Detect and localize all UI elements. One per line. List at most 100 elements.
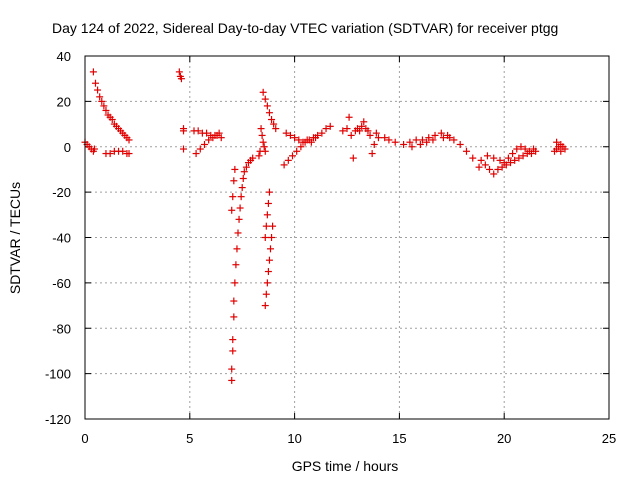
data-point [513,145,521,153]
data-point [203,129,211,137]
data-point [263,279,271,287]
data-point [230,313,238,321]
data-point [500,159,508,167]
data-point [180,127,188,135]
data-point [259,88,267,96]
data-point [255,152,263,160]
data-point [192,150,200,158]
data-point [312,134,320,142]
data-point [205,136,213,144]
data-point [240,168,248,176]
data-point [263,102,271,110]
data-point [196,145,204,153]
data-point [257,125,265,133]
data-point [391,138,399,146]
data-point [229,336,237,344]
data-point [280,161,288,169]
data-point [217,134,225,142]
data-point [439,134,447,142]
y-tick-labels: 40 20 0 -20 -40 -60 -80 -100 -120 [45,49,71,427]
data-point [557,147,565,155]
data-point [462,147,470,155]
data-point [261,302,269,310]
data-point [238,184,246,192]
data-point [269,222,277,230]
data-point [494,165,502,173]
data-point [483,152,491,160]
data-point [194,127,202,135]
data-point [381,134,389,142]
data-point [259,138,267,146]
y-tick-label: -40 [52,231,71,246]
data-point [425,134,433,142]
data-point [293,147,301,155]
data-point [303,136,311,144]
data-point [263,211,271,219]
data-points [81,68,569,384]
data-point [228,365,236,373]
data-point [108,116,116,124]
data-point [446,134,454,142]
data-point [262,290,270,298]
chart-title: Day 124 of 2022, Sidereal Day-to-day VTE… [52,20,558,36]
data-point [231,279,239,287]
data-point [256,147,264,155]
data-point [486,165,494,173]
data-point [469,154,477,162]
data-point [94,86,102,94]
data-point [416,140,424,148]
data-point [374,134,382,142]
data-point [249,154,257,162]
data-point [91,79,99,87]
data-point [515,154,523,162]
data-point [272,125,280,133]
x-axis-label: GPS time / hours [292,458,399,474]
data-point [385,136,393,144]
data-point [456,140,464,148]
data-point [270,120,278,128]
data-point [239,175,247,183]
data-point [90,145,98,153]
data-point [490,154,498,162]
data-point [231,165,239,173]
data-point [96,93,104,101]
data-point [299,138,307,146]
data-point [318,129,326,137]
y-tick-label: -100 [45,367,71,382]
data-point [261,234,269,241]
data-point [180,145,188,153]
data-point [437,129,445,137]
data-point [175,68,183,76]
data-point [370,140,378,148]
data-point [322,125,330,133]
y-tick-label: 20 [57,94,71,109]
data-point [200,140,208,148]
data-point [490,170,498,178]
data-point [347,131,355,139]
y-tick-label: -60 [52,276,71,291]
data-point [228,376,236,384]
plot-frame [84,55,610,420]
data-point [229,193,237,201]
data-point [236,204,244,212]
x-tick-label: 15 [392,431,406,446]
data-point [265,188,273,196]
data-point [228,206,236,214]
data-point [258,131,266,139]
x-tick-label: 0 [81,431,88,446]
data-point [408,143,416,151]
data-point [356,127,364,135]
x-tick-label: 5 [186,431,193,446]
data-point [511,156,519,164]
data-point [262,222,270,230]
data-point [345,113,353,121]
data-point [349,154,357,162]
data-point [343,125,351,133]
data-point [366,131,374,139]
x-tick-label: 20 [497,431,511,446]
data-point [530,145,538,153]
y-axis-label: SDTVAR / TECUs [7,182,23,294]
data-point [265,256,273,264]
data-point [368,150,376,158]
data-point [418,136,426,144]
